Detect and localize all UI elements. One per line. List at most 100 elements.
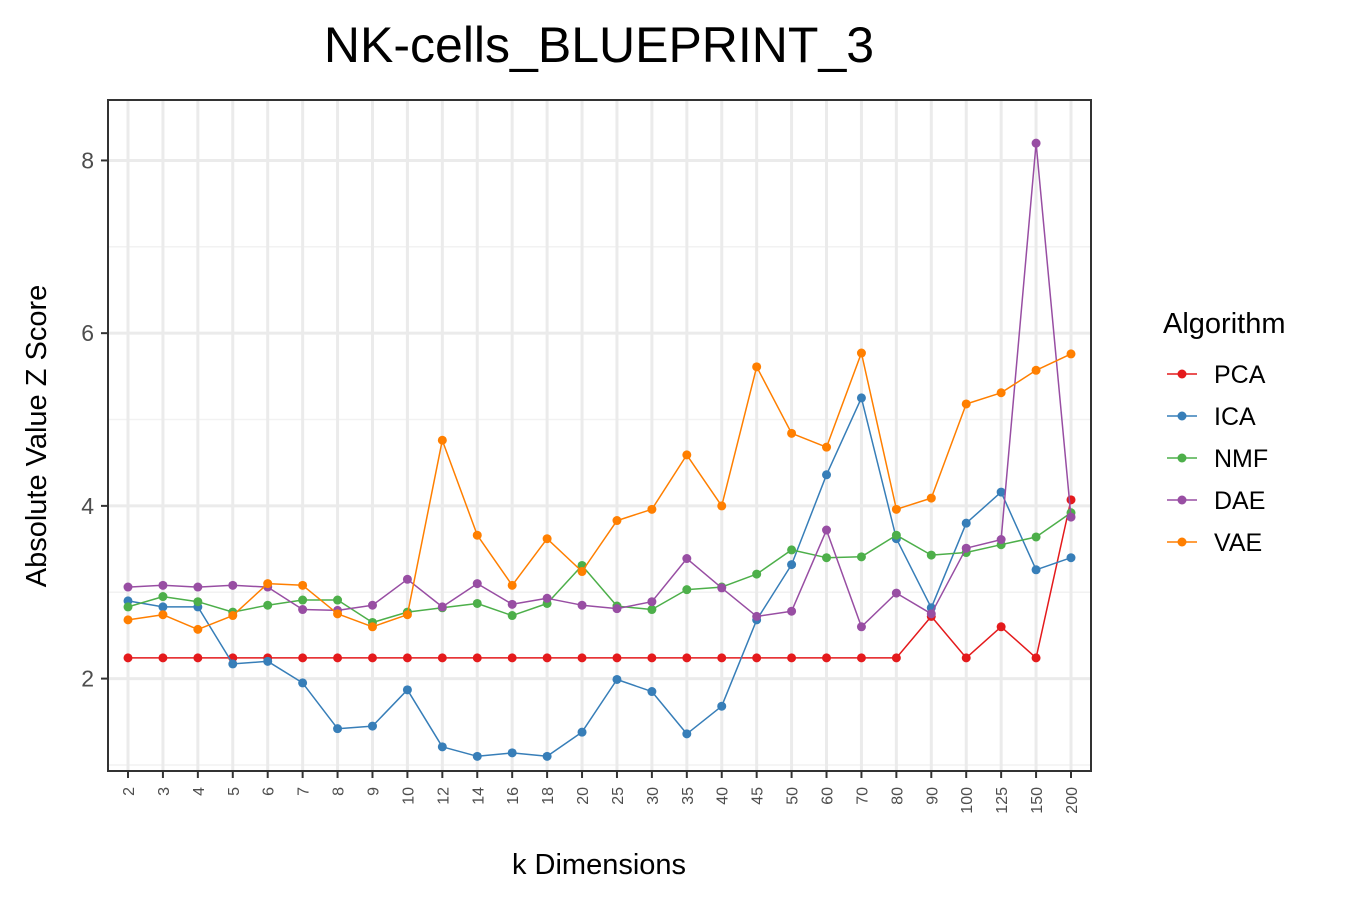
legend-label-ica: ICA — [1214, 403, 1256, 431]
legend-key-point-dae — [1177, 495, 1187, 505]
data-point-vae — [1066, 349, 1076, 359]
data-point-nmf — [682, 585, 692, 595]
data-point-dae — [507, 599, 517, 609]
x-tick-label: 9 — [365, 787, 382, 796]
x-tick-label: 10 — [400, 787, 417, 805]
data-point-dae — [996, 535, 1006, 545]
data-point-vae — [263, 579, 273, 589]
y-axis-title: Absolute Value Z Score — [21, 285, 53, 588]
data-point-ica — [228, 659, 238, 669]
data-point-dae — [926, 609, 936, 619]
chart-title: NK-cells_BLUEPRINT_3 — [324, 17, 874, 73]
x-tick-label: 45 — [750, 787, 767, 805]
data-point-nmf — [123, 602, 133, 612]
x-axis: 2 3 4 5 6 7 8 9 10 12 14 16 18 20 25 30 35 40 45 50 60 70 80 90… — [121, 771, 1081, 814]
data-point-dae — [961, 543, 971, 553]
data-point-pca — [298, 653, 308, 663]
data-point-vae — [717, 501, 727, 511]
x-tick-label: 35 — [680, 787, 697, 805]
data-point-nmf — [926, 550, 936, 560]
data-point-ica — [1031, 565, 1041, 575]
x-tick-label: 6 — [261, 787, 278, 796]
data-point-ica — [402, 685, 412, 695]
data-point-dae — [1031, 138, 1041, 148]
data-point-pca — [507, 653, 517, 663]
data-point-dae — [472, 579, 482, 589]
data-point-dae — [367, 600, 377, 610]
data-point-pca — [193, 653, 203, 663]
data-point-vae — [577, 567, 587, 577]
x-tick-label: 60 — [820, 787, 837, 805]
data-point-vae — [822, 442, 832, 452]
data-point-dae — [298, 605, 308, 615]
x-tick-label: 5 — [226, 787, 243, 796]
x-tick-label: 20 — [575, 787, 592, 805]
data-point-vae — [298, 580, 308, 590]
data-point-ica — [717, 701, 727, 711]
data-point-ica — [961, 518, 971, 528]
data-point-ica — [682, 729, 692, 739]
data-point-pca — [856, 653, 866, 663]
x-tick-label: 7 — [296, 787, 313, 796]
x-tick-label: 125 — [994, 787, 1011, 814]
data-point-nmf — [158, 592, 168, 602]
series-line-ica — [127, 397, 1072, 758]
data-point-dae — [437, 602, 447, 612]
data-point-vae — [472, 530, 482, 540]
data-point-vae — [193, 624, 203, 634]
legend-key-point-vae — [1177, 537, 1187, 547]
data-point-nmf — [891, 530, 901, 540]
data-point-dae — [647, 597, 657, 607]
data-point-nmf — [298, 595, 308, 605]
data-point-pca — [472, 653, 482, 663]
data-point-ica — [577, 727, 587, 737]
data-point-ica — [1066, 553, 1076, 563]
data-point-dae — [402, 574, 412, 584]
data-point-nmf — [856, 552, 866, 562]
x-tick-label: 50 — [785, 787, 802, 805]
data-point-vae — [542, 534, 552, 544]
data-point-nmf — [822, 553, 832, 563]
data-point-ica — [333, 724, 343, 734]
series-line-pca — [128, 499, 1072, 659]
data-point-dae — [123, 582, 133, 592]
data-point-pca — [367, 653, 377, 663]
data-point-vae — [996, 388, 1006, 398]
data-point-dae — [158, 580, 168, 590]
data-point-vae — [402, 610, 412, 620]
data-point-vae — [158, 610, 168, 620]
data-point-pca — [647, 653, 657, 663]
data-point-ica — [542, 751, 552, 761]
data-point-ica — [158, 602, 168, 612]
data-point-dae — [193, 582, 203, 592]
data-point-nmf — [472, 598, 482, 608]
data-point-vae — [333, 609, 343, 619]
data-point-ica — [367, 721, 377, 731]
data-point-vae — [926, 493, 936, 503]
data-point-pca — [577, 653, 587, 663]
series-layer — [123, 138, 1076, 761]
data-point-pca — [717, 653, 727, 663]
data-point-ica — [647, 687, 657, 697]
x-tick-label: 200 — [1064, 787, 1081, 814]
x-tick-label: 100 — [959, 787, 976, 814]
data-point-pca — [822, 653, 832, 663]
data-point-nmf — [263, 600, 273, 610]
data-point-dae — [717, 583, 727, 593]
data-point-pca — [787, 653, 797, 663]
data-point-vae — [367, 622, 377, 632]
x-tick-label: 12 — [435, 787, 452, 805]
data-point-vae — [1031, 365, 1041, 375]
data-point-pca — [402, 653, 412, 663]
data-point-nmf — [752, 569, 762, 579]
data-point-vae — [752, 362, 762, 372]
data-point-nmf — [333, 595, 343, 605]
minor-gridlines — [108, 246, 1091, 766]
x-tick-label: 18 — [540, 787, 557, 805]
data-point-ica — [507, 748, 517, 758]
data-point-vae — [123, 615, 133, 625]
data-point-ica — [856, 393, 866, 403]
data-point-vae — [437, 435, 447, 445]
data-point-dae — [542, 593, 552, 603]
x-tick-label: 80 — [889, 787, 906, 805]
